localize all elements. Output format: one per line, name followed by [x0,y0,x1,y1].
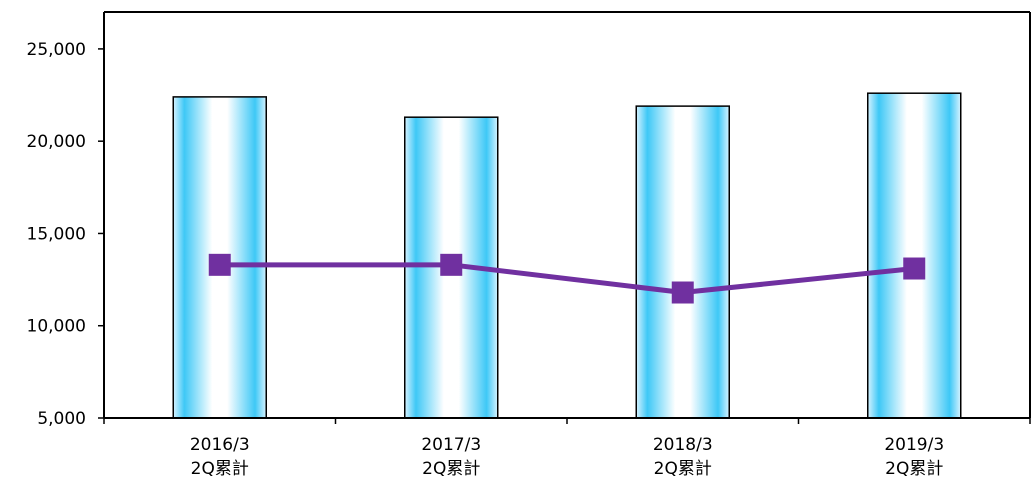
line-point [671,281,694,304]
x-axis-labels: 2016/3 2Q累計 2017/3 2Q累計 2018/3 2Q累計 2019/3 2Q累計 [190,435,944,479]
line-point [903,257,926,280]
y-axis-labels: 5,000 10,000 15,000 20,000 25,000 [27,40,86,429]
x-tick-label: 2018/3 [653,435,713,455]
line-path [219,262,915,296]
y-tick-label: 10,000 [27,317,86,337]
x-tick-label: 2019/3 [884,435,944,455]
plot-frame [103,11,1031,419]
bar-series [172,92,962,419]
x-tick-sublabel: 2Q累計 [191,459,249,479]
y-tick-label: 5,000 [37,409,86,429]
line-series [208,253,926,304]
x-tick-label: 2016/3 [190,435,250,455]
x-axis-ticks [103,418,1031,424]
x-tick-sublabel: 2Q累計 [654,459,712,479]
x-tick-sublabel: 2Q累計 [422,459,480,479]
bar [867,92,962,419]
y-tick-label: 20,000 [27,132,86,152]
y-tick-label: 25,000 [27,40,86,60]
bar [635,105,730,419]
line-point [208,253,231,276]
y-tick-label: 15,000 [27,224,86,244]
x-tick-sublabel: 2Q累計 [885,459,943,479]
line-point [440,253,463,276]
x-tick-label: 2017/3 [421,435,481,455]
